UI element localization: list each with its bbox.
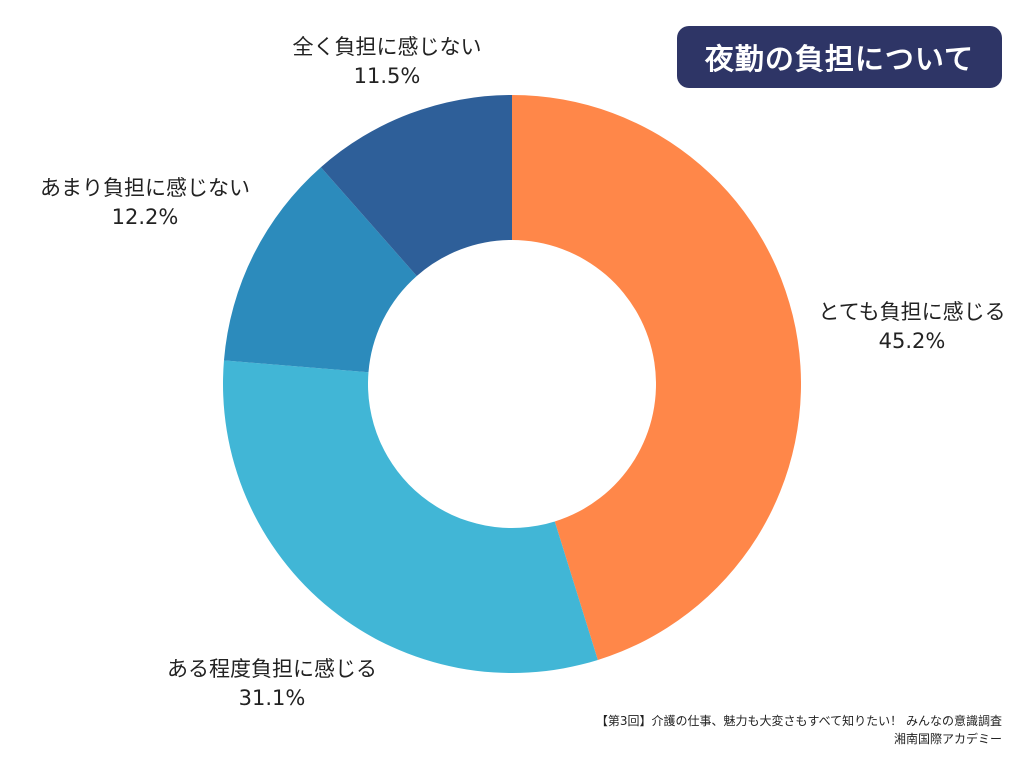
donut-slice [320,95,512,276]
footer-organization: 湘南国際アカデミー [893,732,1002,746]
slice-value-label: 45.2% [879,329,946,353]
donut-slice [223,360,598,673]
donut-slice [223,167,417,373]
slice-category-label: あまり負担に感じない [40,176,250,200]
slice-category-label: 全く負担に感じない [293,35,482,59]
slice-category-label: ある程度負担に感じる [167,657,377,681]
slice-value-label: 31.1% [239,686,306,710]
chart-title: 夜勤の負担について [677,26,1002,88]
footer-survey-name: 【第3回】介護の仕事、魅力も大変さもすべて知りたい！ みんなの意識調査 [595,714,1002,728]
slice-category-label: とても負担に感じる [818,300,1005,324]
donut-slice [512,95,802,660]
slice-value-label: 11.5% [354,64,421,88]
slice-value-label: 12.2% [112,205,179,229]
footer: 【第3回】介護の仕事、魅力も大変さもすべて知りたい！ みんなの意識調査 湘南国際… [596,712,1002,748]
